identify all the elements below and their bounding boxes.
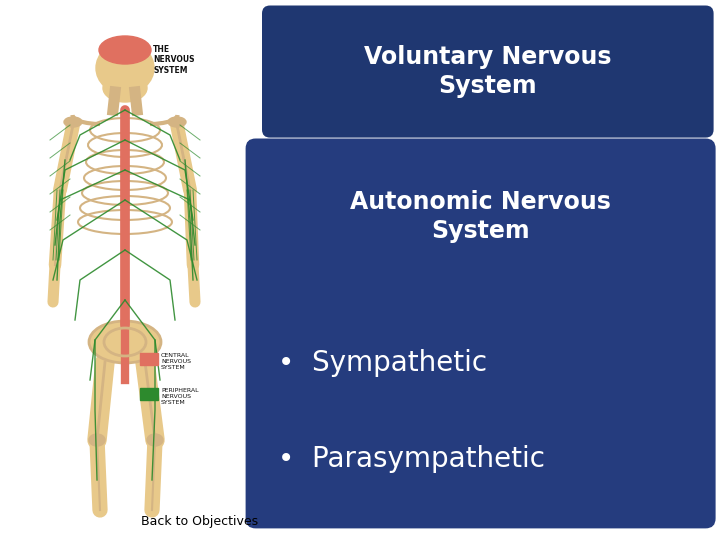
- Text: Autonomic Nervous
System: Autonomic Nervous System: [350, 190, 611, 244]
- Text: Back to Objectives: Back to Objectives: [141, 515, 258, 528]
- Ellipse shape: [99, 36, 151, 64]
- Text: PERIPHERAL
NERVOUS
SYSTEM: PERIPHERAL NERVOUS SYSTEM: [161, 388, 199, 404]
- Ellipse shape: [96, 42, 154, 94]
- Ellipse shape: [89, 321, 161, 363]
- Ellipse shape: [147, 434, 163, 446]
- Text: THE
NERVOUS
SYSTEM: THE NERVOUS SYSTEM: [153, 45, 194, 75]
- FancyBboxPatch shape: [262, 5, 714, 138]
- Ellipse shape: [103, 74, 147, 102]
- Ellipse shape: [64, 117, 82, 127]
- Text: •  Parasympathetic: • Parasympathetic: [278, 445, 544, 473]
- Text: •  Sympathetic: • Sympathetic: [278, 349, 487, 377]
- Text: Voluntary Nervous
System: Voluntary Nervous System: [364, 45, 611, 98]
- Text: CENTRAL
NERVOUS
SYSTEM: CENTRAL NERVOUS SYSTEM: [161, 353, 191, 369]
- Bar: [140, 353, 158, 365]
- Ellipse shape: [89, 434, 105, 446]
- FancyBboxPatch shape: [246, 138, 716, 529]
- Bar: [140, 388, 158, 400]
- Ellipse shape: [168, 117, 186, 127]
